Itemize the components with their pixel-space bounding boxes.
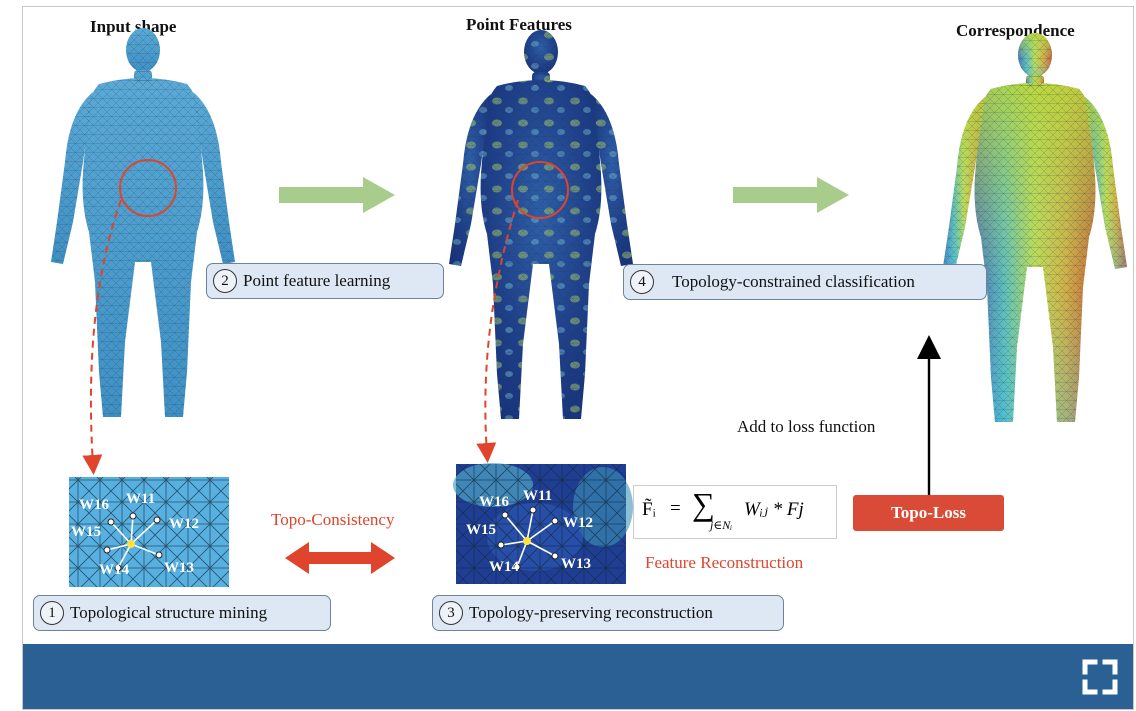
title-correspondence: Correspondence [956, 21, 1075, 40]
weight-label: W16 [479, 494, 509, 510]
step-label: Topology-preserving reconstruction [469, 603, 713, 622]
formula-term: Wᵢⱼ * Fj [744, 499, 804, 520]
topo-loss-box: Topo-Loss [853, 495, 1004, 531]
weight-label: W11 [126, 491, 156, 507]
weight-label: W11 [523, 488, 553, 504]
correspondence-figure [943, 33, 1127, 422]
step-label: Point feature learning [243, 271, 391, 290]
green-arrow-2 [733, 177, 849, 213]
formula-lhs: F̃ᵢ [642, 499, 656, 520]
weight-label: W13 [164, 560, 194, 576]
point-features-figure [449, 30, 633, 419]
bottom-toolbar [23, 644, 1133, 709]
step-box-topological-structure-mining: 1 Topological structure mining [33, 595, 331, 631]
add-to-loss-label: Add to loss function [737, 417, 876, 436]
focus-circle-input [119, 159, 177, 217]
weight-label: W12 [563, 515, 593, 531]
diagram-frame: Input shape Point Features Correspondenc… [22, 6, 1134, 710]
reconstruction-formula: F̃ᵢ = ∑ j∈Nᵢ Wᵢⱼ * Fj [633, 485, 837, 539]
green-arrow-1 [279, 177, 395, 213]
feature-reconstruction-label: Feature Reconstruction [645, 553, 804, 572]
step-label: Topological structure mining [70, 603, 268, 622]
weight-label: W13 [561, 556, 591, 572]
weight-label: W15 [71, 524, 101, 540]
topo-consistency-label: Topo-Consistency [271, 510, 395, 529]
mesh-patch-left [69, 477, 229, 587]
topo-consistency-arrow [285, 542, 395, 574]
fullscreen-icon [1082, 659, 1118, 695]
mesh-patch-right [453, 463, 633, 584]
fullscreen-button[interactable] [1081, 658, 1119, 696]
weight-label: W14 [99, 562, 129, 578]
step-number: 4 [630, 270, 654, 294]
input-shape-figure [51, 28, 235, 417]
weight-label: W16 [79, 497, 109, 513]
weight-label: W14 [489, 559, 519, 575]
step-label: Topology-constrained classification [672, 272, 915, 291]
formula-sum: ∑ [692, 486, 715, 522]
step-number: 2 [213, 269, 237, 293]
step-box-topology-constrained-classification: 4 Topology-constrained classification [623, 264, 987, 300]
weight-label: W15 [466, 522, 496, 538]
step-number: 3 [439, 601, 463, 625]
focus-circle-features [511, 161, 569, 219]
step-box-point-feature-learning: 2 Point feature learning [206, 263, 444, 299]
weight-label: W12 [169, 516, 199, 532]
dashed-arrow-input [82, 199, 122, 475]
diagram-graphics [51, 28, 1127, 587]
formula-subscript: j∈Nᵢ [710, 518, 733, 532]
title-input-shape: Input shape [90, 17, 177, 36]
step-box-topology-preserving-reconstruction: 3 Topology-preserving reconstruction [432, 595, 784, 631]
formula-equals: = [670, 498, 681, 519]
step-number: 1 [40, 601, 64, 625]
title-point-features: Point Features [466, 15, 572, 34]
